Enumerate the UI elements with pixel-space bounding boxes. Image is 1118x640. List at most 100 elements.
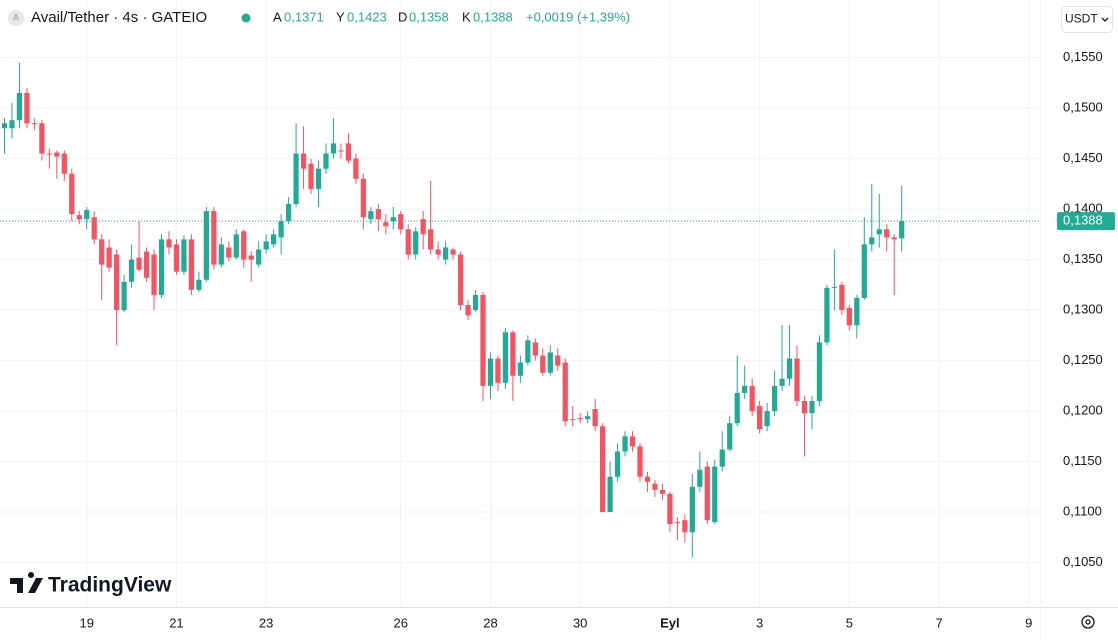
candle-body <box>562 362 568 422</box>
candle-body <box>69 173 75 215</box>
candle-body <box>816 342 823 401</box>
candle-body <box>285 204 292 222</box>
candle-body <box>405 229 411 255</box>
candle-body <box>91 217 97 240</box>
x-tick-label: 19 <box>79 615 93 630</box>
candle-body <box>614 451 621 477</box>
candle-body <box>248 255 254 260</box>
candle-body <box>196 279 202 290</box>
candle-body <box>31 123 38 125</box>
candle-body <box>263 241 269 250</box>
candle-body <box>674 522 680 524</box>
ohlc-label: K <box>462 9 471 24</box>
last-price-label: 0,1388 <box>1063 213 1103 228</box>
candle-body <box>771 385 778 412</box>
currency-button-label[interactable]: USDT <box>1065 12 1098 26</box>
candle-body <box>151 254 157 295</box>
logo-icon <box>10 572 43 593</box>
candle-body <box>510 332 516 376</box>
y-tick-label: 0,1250 <box>1063 352 1103 367</box>
candle-body <box>734 392 740 424</box>
y-tick-label: 0,1300 <box>1063 302 1103 317</box>
symbol-title: Avail/Tether · 4s · GATEIO <box>31 9 207 26</box>
candle-body <box>667 493 673 525</box>
x-tick-label: 26 <box>394 615 408 630</box>
candle-body <box>742 385 748 393</box>
candle-body <box>158 239 165 295</box>
candle-body <box>629 436 636 447</box>
ohlc-label: A <box>273 9 282 24</box>
candle-body <box>652 483 658 490</box>
candle-body <box>891 237 897 240</box>
candle-body <box>278 221 284 238</box>
candle-body <box>637 446 643 477</box>
x-tick-label: 7 <box>935 615 942 630</box>
symbol-icon <box>8 10 24 26</box>
candle-body <box>779 378 785 386</box>
x-tick-label: Eyl <box>660 615 680 630</box>
y-tick-label: 0,1400 <box>1063 201 1103 216</box>
ohlc-value: 0,1388 <box>473 9 513 24</box>
candle-body <box>861 244 867 298</box>
candle-body <box>368 211 374 220</box>
candle-body <box>442 247 449 260</box>
currency-button-frame[interactable] <box>1061 6 1113 33</box>
candle-body <box>824 287 830 343</box>
candle-body <box>794 358 800 401</box>
candle-body <box>16 92 23 121</box>
candle-body <box>166 239 172 248</box>
candle-body <box>809 400 815 414</box>
settings-button[interactable] <box>1081 615 1095 629</box>
candle-body <box>801 400 808 414</box>
y-tick-label: 0,1200 <box>1063 403 1103 418</box>
candle-body <box>727 423 733 450</box>
candle-body <box>99 239 105 265</box>
candle-body <box>757 406 763 430</box>
candle-body <box>749 385 755 412</box>
candle-body <box>46 153 52 155</box>
candle-body <box>211 211 217 265</box>
candle-body <box>136 257 142 270</box>
candle-body <box>869 237 875 245</box>
candle-body <box>839 284 845 311</box>
candle-body <box>1 123 8 129</box>
candle-body <box>540 355 546 373</box>
candle-body <box>360 178 366 218</box>
candle-body <box>84 210 90 220</box>
candle-body <box>585 416 591 420</box>
candle-body <box>704 466 710 521</box>
ohlc-value: 0,1423 <box>347 9 387 24</box>
candle-body <box>375 209 381 220</box>
y-tick-label: 0,1500 <box>1063 100 1103 115</box>
x-tick-label: 9 <box>1025 615 1032 630</box>
candle-body <box>600 426 606 513</box>
x-tick-label: 21 <box>169 615 183 630</box>
candle-body <box>256 249 262 265</box>
candle-body <box>76 215 82 220</box>
candle-body <box>188 239 195 290</box>
candle-body <box>570 419 576 421</box>
candle-body <box>390 217 396 222</box>
y-tick-label: 0,1350 <box>1063 251 1103 266</box>
currency-button[interactable]: USDT <box>1061 6 1113 33</box>
candle-body <box>622 436 628 452</box>
candle-body <box>54 152 60 157</box>
candle-body <box>450 249 456 255</box>
x-tick-label: 5 <box>846 615 853 630</box>
candle-body <box>315 168 322 189</box>
candle-body <box>876 229 882 235</box>
candle-body <box>300 153 307 169</box>
y-tick-label: 0,1450 <box>1063 150 1103 165</box>
ohlc-label: Y <box>336 9 345 24</box>
settings-icon[interactable] <box>1081 615 1095 629</box>
symbol-icon-letter: A <box>13 12 19 22</box>
candle-body <box>143 251 150 278</box>
candle-body <box>712 466 718 523</box>
grid <box>0 0 1040 607</box>
candle-body <box>854 297 860 326</box>
candle-body <box>330 143 337 154</box>
candle-body <box>338 150 344 152</box>
candle-body <box>323 153 329 169</box>
